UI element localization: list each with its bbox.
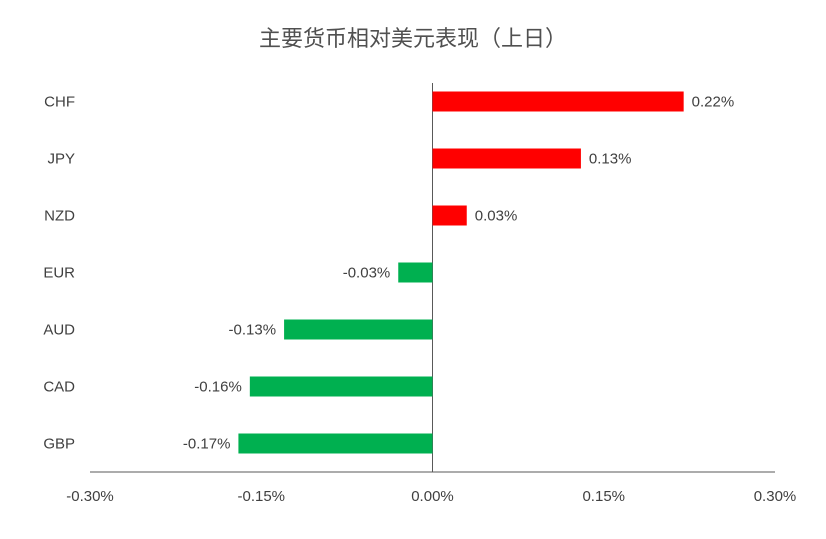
x-tick-label: -0.30%	[66, 488, 114, 505]
y-tick-label: GBP	[43, 435, 75, 452]
y-tick-label: JPY	[47, 150, 75, 167]
chart-title: 主要货币相对美元表现（上日）	[259, 27, 567, 52]
value-label: -0.03%	[343, 264, 391, 281]
y-tick-label: CHF	[44, 93, 75, 110]
x-tick-label: -0.15%	[237, 488, 285, 505]
y-tick-label: EUR	[43, 264, 75, 281]
x-tick-label: 0.30%	[754, 488, 797, 505]
y-tick-label: AUD	[43, 321, 75, 338]
bar	[398, 262, 433, 283]
bar	[249, 376, 433, 397]
bar	[284, 319, 433, 340]
value-label: 0.13%	[589, 150, 632, 167]
value-label: -0.17%	[183, 435, 231, 452]
value-label: -0.13%	[229, 321, 277, 338]
bar	[432, 148, 581, 169]
value-label: 0.22%	[692, 93, 735, 110]
bar	[238, 433, 433, 454]
y-tick-label: NZD	[44, 207, 75, 224]
value-label: -0.16%	[194, 378, 242, 395]
x-tick-label: 0.15%	[582, 488, 625, 505]
x-tick-label: 0.00%	[411, 488, 454, 505]
value-label: 0.03%	[475, 207, 518, 224]
bar	[432, 91, 684, 112]
bar	[432, 205, 467, 226]
y-tick-label: CAD	[43, 378, 75, 395]
